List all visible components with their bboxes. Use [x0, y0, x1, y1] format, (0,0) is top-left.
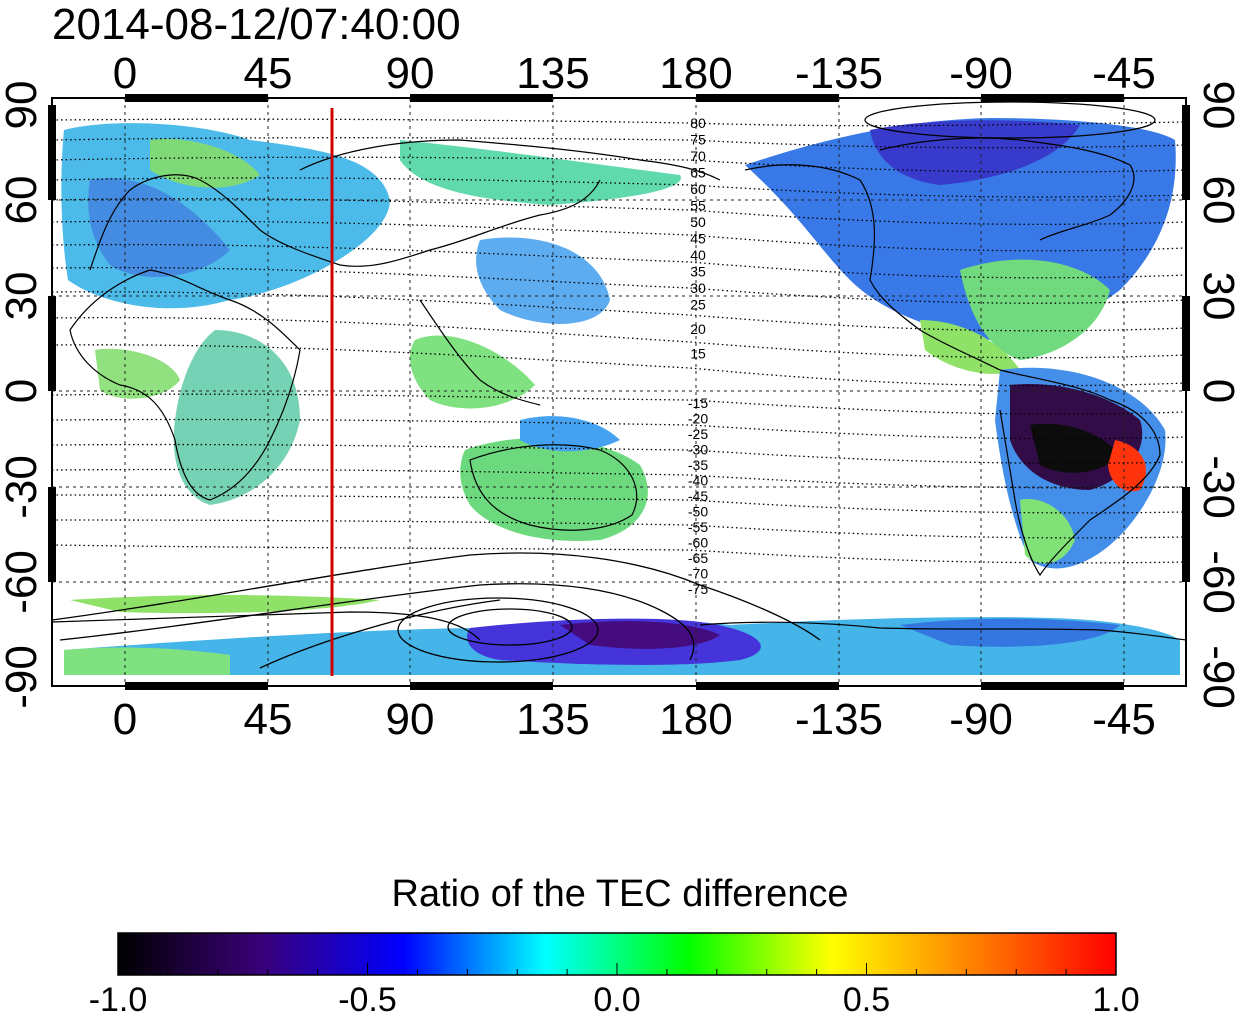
bottom-lon-label: 90 — [386, 695, 435, 744]
right-lat-label: -30 — [1194, 455, 1240, 519]
auroral-oval-contours — [51, 101, 1156, 669]
contour-label: -50 — [688, 504, 708, 520]
contour-label: -45 — [688, 488, 708, 504]
colorbar-tick-label: 0.5 — [842, 981, 891, 1019]
contour-label: 25 — [690, 297, 706, 313]
left-lat-label: -90 — [0, 645, 46, 709]
contour-label: 55 — [690, 198, 706, 214]
contour-label: 35 — [690, 264, 706, 280]
right-lat-label: -90 — [1194, 645, 1240, 709]
contour-label: 40 — [690, 247, 706, 263]
top-lon-label: -90 — [949, 49, 1013, 98]
contour-label: 75 — [690, 132, 706, 148]
right-lat-label: 60 — [1194, 176, 1240, 225]
colorbar-tick-label: 0.0 — [593, 981, 641, 1019]
right-lat-label: 0 — [1194, 379, 1240, 403]
graticule — [52, 98, 1186, 686]
right-lat-label: -60 — [1194, 550, 1240, 614]
top-longitude-axis: 0 45 90 135 180 -135 -90 -45 — [113, 49, 1156, 98]
contour-label: 15 — [690, 346, 706, 362]
map-timestamp-title: 2014-08-12/07:40:00 — [52, 0, 461, 49]
contour-label: -65 — [688, 550, 708, 566]
bottom-lon-label: 135 — [516, 695, 589, 744]
contour-label: -60 — [688, 535, 708, 551]
contour-label: 50 — [690, 214, 706, 230]
bottom-lon-label: 45 — [244, 695, 293, 744]
coastlines — [51, 137, 1187, 641]
top-lon-label: 135 — [516, 49, 589, 98]
contour-label: 45 — [690, 231, 706, 247]
contour-label: -75 — [688, 581, 708, 597]
right-lat-label: 90 — [1194, 81, 1240, 130]
left-lat-label: -60 — [0, 550, 46, 614]
bottom-lon-label: 0 — [113, 695, 137, 744]
colorbar-tick-label: 1.0 — [1092, 981, 1140, 1019]
contour-label: -30 — [688, 442, 708, 458]
contour-label: 60 — [690, 181, 706, 197]
right-lat-label: 30 — [1194, 272, 1240, 321]
axis-edge-bars — [48, 94, 1190, 690]
contour-label: -70 — [688, 566, 708, 582]
left-lat-label: 60 — [0, 176, 46, 225]
colorbar-tick-label: -0.5 — [338, 981, 397, 1019]
colorbar-title: Ratio of the TEC difference — [391, 873, 849, 915]
contour-label: -15 — [688, 395, 708, 411]
top-lon-label: 45 — [244, 49, 293, 98]
left-lat-label: 90 — [0, 81, 46, 130]
contour-label: 65 — [690, 165, 706, 181]
contour-label: -55 — [688, 519, 708, 535]
contour-label: 80 — [690, 115, 706, 131]
right-latitude-axis: 90 60 30 0 -30 -60 -90 — [1194, 81, 1240, 709]
left-lat-label: 30 — [0, 272, 46, 321]
contour-label: -40 — [688, 473, 708, 489]
colorbar-tick-label: -1.0 — [88, 981, 148, 1019]
top-lon-label: 0 — [113, 49, 137, 98]
top-lon-label: 180 — [659, 49, 732, 98]
contour-label: -35 — [688, 457, 708, 473]
contour-label: 20 — [690, 321, 706, 337]
contour-label: 30 — [690, 280, 706, 296]
top-lon-label: -135 — [795, 49, 883, 98]
colorbar-ticks — [117, 963, 1117, 975]
bottom-lon-label: -45 — [1092, 695, 1156, 744]
magnetic-latitude-contours — [51, 118, 1187, 564]
left-latitude-axis: 90 60 30 0 -30 -60 -90 — [0, 81, 46, 709]
top-lon-label: 90 — [386, 49, 435, 98]
contour-label: -25 — [688, 426, 708, 442]
bottom-lon-label: -135 — [795, 695, 883, 744]
tec-data-layer — [61, 118, 1180, 675]
left-lat-label: -30 — [0, 455, 46, 519]
contour-label: 70 — [690, 148, 706, 164]
left-lat-label: 0 — [0, 379, 46, 403]
bottom-lon-label: 180 — [659, 695, 732, 744]
bottom-longitude-axis: 0 45 90 135 180 -135 -90 -45 — [113, 695, 1156, 744]
bottom-lon-label: -90 — [949, 695, 1013, 744]
top-lon-label: -45 — [1092, 49, 1156, 98]
contour-label: -20 — [688, 411, 708, 427]
